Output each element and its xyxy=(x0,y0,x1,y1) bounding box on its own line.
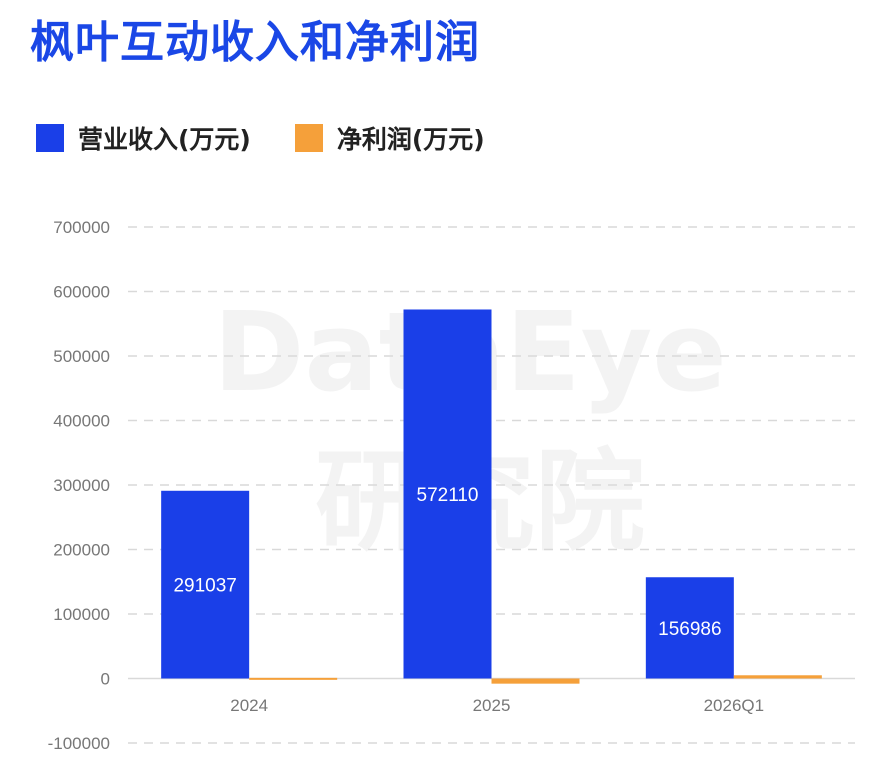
legend-swatch-profit xyxy=(294,124,323,152)
data-labels: 291037 572110 156986 xyxy=(173,485,721,640)
revenue-bar xyxy=(645,577,734,679)
legend: 营业收入(万元) 净利润(万元) xyxy=(36,120,529,156)
legend-swatch-revenue xyxy=(36,124,64,152)
x-tick-label: 2025 xyxy=(473,696,511,715)
bar-data-label: 572110 xyxy=(417,485,479,506)
y-tick-label: 100000 xyxy=(53,605,110,624)
legend-label-revenue: 营业收入(万元) xyxy=(78,125,251,154)
legend-label-profit: 净利润(万元) xyxy=(336,125,485,154)
profit-bar xyxy=(491,678,580,684)
revenue-bar xyxy=(403,309,492,679)
x-axis-tick-labels: 2024 2025 2026Q1 xyxy=(230,696,764,715)
y-tick-label: 700000 xyxy=(53,218,110,237)
bars xyxy=(161,309,822,684)
bar-data-label: 291037 xyxy=(173,576,236,597)
chart-title: 枫叶互动收入和净利润 xyxy=(30,17,480,68)
y-tick-label: 600000 xyxy=(53,283,110,302)
y-axis-tick-labels: -100000 0 100000 200000 300000 400000 500000 60… xyxy=(48,218,110,753)
y-tick-label: 0 xyxy=(101,670,110,689)
profit-bar xyxy=(733,675,822,679)
legend-item-revenue: 营业收入(万元) xyxy=(36,120,251,156)
y-tick-label: 200000 xyxy=(53,541,110,560)
y-tick-label: 400000 xyxy=(53,412,110,431)
legend-item-profit: 净利润(万元) xyxy=(294,120,485,156)
profit-bar xyxy=(249,677,338,680)
y-tick-label: 300000 xyxy=(53,476,110,495)
x-tick-label: 2026Q1 xyxy=(704,696,765,715)
y-tick-label: 500000 xyxy=(53,347,110,366)
y-tick-label: -100000 xyxy=(48,734,110,753)
bar-data-label: 156986 xyxy=(658,619,721,640)
revenue-bar xyxy=(161,490,250,679)
x-tick-label: 2024 xyxy=(230,696,268,715)
